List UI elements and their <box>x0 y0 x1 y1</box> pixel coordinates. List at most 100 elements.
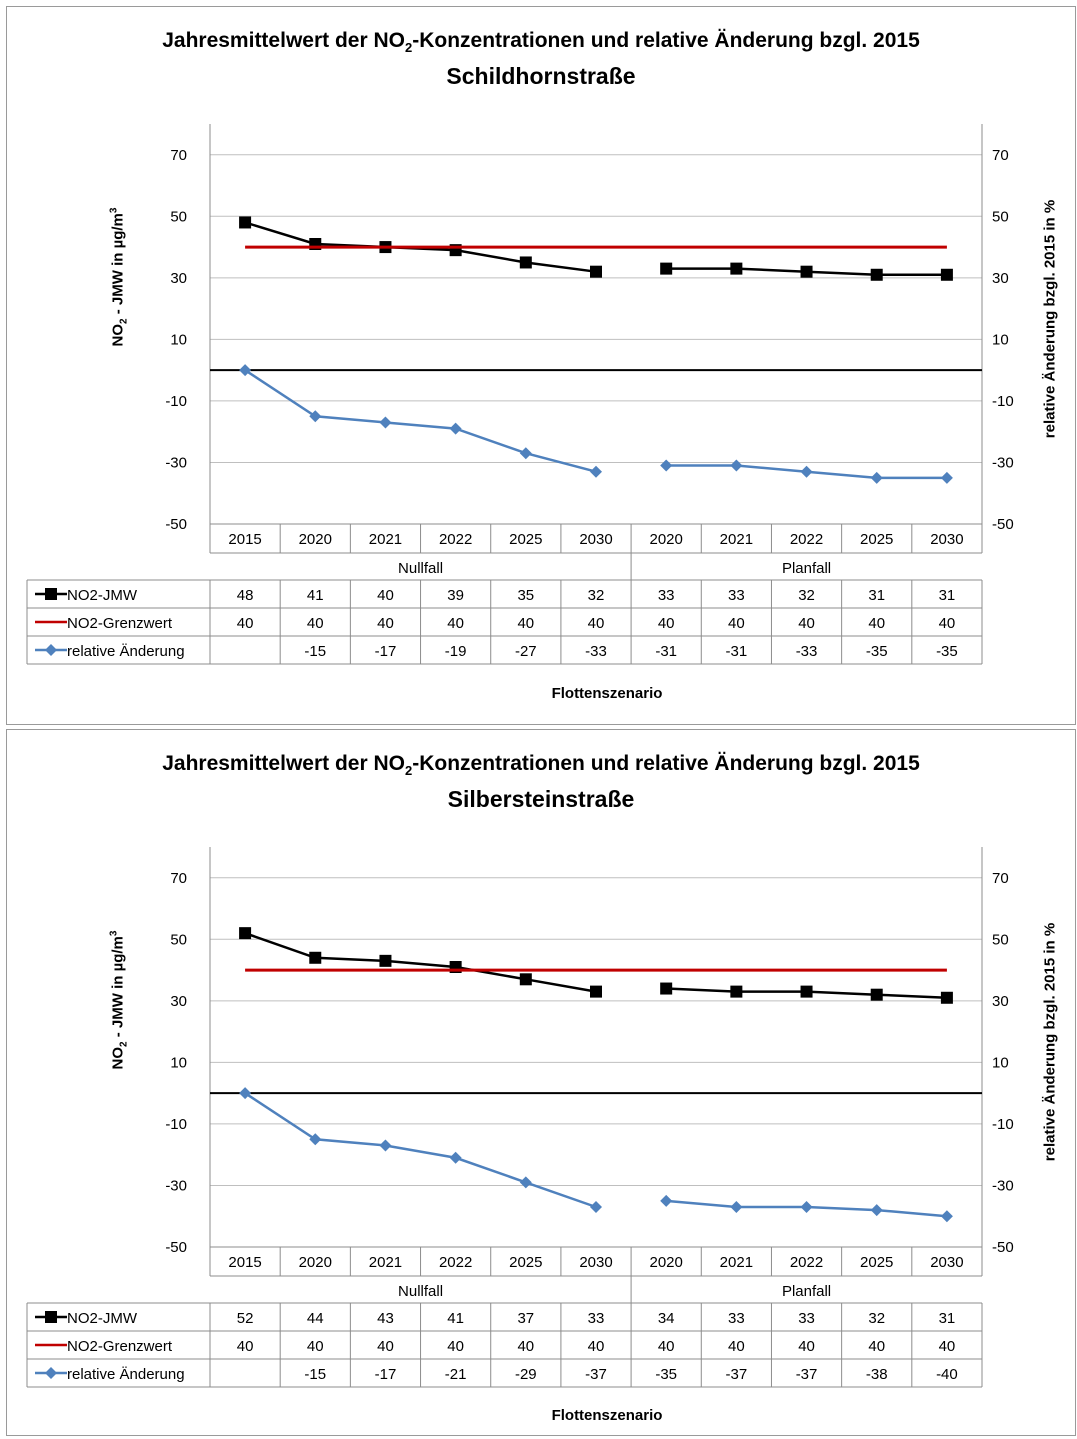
data-point-diamond <box>590 465 602 478</box>
table-cell: 40 <box>798 615 815 632</box>
table-cell: 32 <box>798 587 815 604</box>
table-cell: 52 <box>237 1310 254 1327</box>
x-tick-label: 2022 <box>790 531 823 548</box>
table-cell: -38 <box>866 1366 888 1383</box>
x-tick-label: 2015 <box>228 531 261 548</box>
legend-label: NO2-Grenzwert <box>67 1338 173 1355</box>
x-tick-label: 2021 <box>369 531 402 548</box>
table-cell: 33 <box>588 1310 605 1327</box>
y-tick-label-right: -30 <box>992 1177 1014 1194</box>
data-point-diamond <box>590 1201 602 1213</box>
table-cell: 40 <box>237 615 254 632</box>
chart-panel-schildhornstrasse: Jahresmittelwert der NO2-Konzentrationen… <box>6 6 1076 725</box>
data-point-square <box>660 982 673 995</box>
line-chart-schildhornstrasse: -50 -50 -30 -30 -10 -10 10 10 30 30 50 50 70 70 2015 20… <box>26 124 1014 665</box>
x-tick-label: 2020 <box>299 531 332 548</box>
y-tick-label-left: 50 <box>170 931 187 948</box>
x-tick-label: 2025 <box>860 1254 893 1271</box>
table-cell: 40 <box>377 1338 394 1355</box>
x-tick-label: 2015 <box>228 1254 261 1271</box>
y-tick-label-right: 30 <box>992 270 1009 287</box>
legend-label: NO2-JMW <box>67 1310 138 1327</box>
table-cell: 40 <box>517 1338 534 1355</box>
table-cell: 40 <box>377 587 394 604</box>
x-tick-label: 2020 <box>649 1254 682 1271</box>
y-tick-label-right: 30 <box>992 993 1009 1010</box>
series-line-2 <box>244 1092 597 1209</box>
data-point-diamond <box>730 1201 743 1213</box>
data-point-diamond <box>940 471 953 484</box>
table-cell: 40 <box>307 615 324 632</box>
group-label: Nullfall <box>398 560 443 577</box>
data-point-square <box>730 985 743 998</box>
data-point-diamond <box>519 1176 532 1189</box>
y-tick-label-left: 50 <box>170 208 187 225</box>
y-tick-label-left: -10 <box>165 1116 187 1133</box>
y-tick-label-left: -30 <box>165 454 187 471</box>
data-point-diamond <box>660 1194 673 1207</box>
x-tick-label: 2025 <box>509 531 542 548</box>
y-tick-label-right: 70 <box>992 870 1009 887</box>
table-cell: 40 <box>728 1338 745 1355</box>
data-point-square <box>590 985 602 998</box>
table-cell: 37 <box>517 1310 534 1327</box>
data-point-diamond <box>870 471 883 484</box>
y-tick-label-right: 10 <box>992 1054 1009 1071</box>
table-cell: -37 <box>585 1366 607 1383</box>
table-cell: 43 <box>377 1310 394 1327</box>
data-point-square <box>870 988 883 1001</box>
table-cell: 40 <box>447 615 464 632</box>
chart-subtitle: Silbersteinstraße <box>447 786 635 812</box>
y-tick-label-right: -50 <box>992 516 1014 533</box>
table-cell: -19 <box>445 643 467 660</box>
table-cell: 48 <box>237 587 254 604</box>
x-tick-label: 2030 <box>930 531 963 548</box>
table-cell: 35 <box>517 587 534 604</box>
data-point-square <box>870 268 883 281</box>
table-cell: -17 <box>375 1366 397 1383</box>
group-label: Planfall <box>782 1283 831 1300</box>
table-cell: 31 <box>868 587 885 604</box>
x-tick-label: 2020 <box>299 1254 332 1271</box>
table-cell: 33 <box>658 587 675 604</box>
x-axis-label: Flottenszenario <box>551 685 663 702</box>
x-tick-label: 2030 <box>930 1254 963 1271</box>
legend-label: NO2-Grenzwert <box>67 615 173 632</box>
table-cell: 33 <box>728 587 745 604</box>
table-cell: 40 <box>728 615 745 632</box>
table-cell: -15 <box>304 643 326 660</box>
x-tick-label: 2022 <box>439 531 472 548</box>
y-tick-label-right: 70 <box>992 147 1009 164</box>
data-point-diamond <box>800 465 813 478</box>
table-cell: -27 <box>515 643 537 660</box>
table-cell: 40 <box>517 615 534 632</box>
x-tick-label: 2022 <box>790 1254 823 1271</box>
table-cell: -37 <box>796 1366 818 1383</box>
data-point-diamond <box>449 422 462 435</box>
chart-title: Jahresmittelwert der NO2-Konzentrationen… <box>162 29 920 56</box>
data-point-square <box>379 954 392 967</box>
data-point-square <box>519 973 532 986</box>
x-tick-label: 2020 <box>649 531 682 548</box>
x-tick-label: 2025 <box>509 1254 542 1271</box>
table-cell: -31 <box>726 643 748 660</box>
table-cell: -29 <box>515 1366 537 1383</box>
table-cell: 44 <box>307 1310 324 1327</box>
y-tick-label-left: -50 <box>165 1239 187 1256</box>
data-point-diamond <box>449 1151 462 1164</box>
table-cell: 40 <box>588 615 605 632</box>
table-cell: 40 <box>798 1338 815 1355</box>
y-tick-label-right: 10 <box>992 331 1009 348</box>
chart-title: Jahresmittelwert der NO2-Konzentrationen… <box>162 752 920 779</box>
data-point-square <box>590 265 602 278</box>
series-line-0 <box>244 221 597 273</box>
line-chart-silbersteinstrasse: -50 -50 -30 -30 -10 -10 10 10 30 30 50 50 70 70 2015 20… <box>26 847 1014 1388</box>
data-point-square <box>800 985 813 998</box>
table-cell: 31 <box>939 1310 956 1327</box>
data-point-square <box>239 216 252 229</box>
y-tick-label-right: 50 <box>992 208 1009 225</box>
y-tick-label-left: -30 <box>165 1177 187 1194</box>
y-tick-label-left: -10 <box>165 393 187 410</box>
x-tick-label: 2022 <box>439 1254 472 1271</box>
group-label: Planfall <box>782 560 831 577</box>
